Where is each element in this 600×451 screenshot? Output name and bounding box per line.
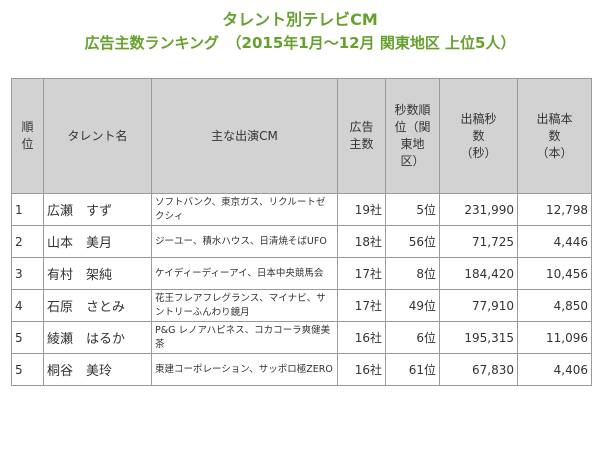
rank-cell: 2 xyxy=(11,225,44,258)
advertisers-cell: 19社 xyxy=(337,193,386,226)
seconds-rank-cell: 61位 xyxy=(385,353,440,386)
advertisers-cell: 16社 xyxy=(337,353,386,386)
talent-cell: 広瀬 すず xyxy=(43,193,152,226)
count-cell: 12,798 xyxy=(517,193,592,226)
table-subtitle: 広告主数ランキング （2015年1月〜12月 関東地区 上位5人） xyxy=(84,34,516,52)
advertisers-cell: 17社 xyxy=(337,289,386,322)
talent-cell: 桐谷 美玲 xyxy=(43,353,152,386)
cm-cell: 東建コーポレーション、サッポロ極ZERO xyxy=(151,353,338,386)
header-count: 出稿本数（本） xyxy=(517,78,592,194)
header-seconds: 出稿秒数（秒） xyxy=(439,78,518,194)
talent-cell: 山本 美月 xyxy=(43,225,152,258)
rank-cell: 4 xyxy=(11,289,44,322)
rank-cell: 5 xyxy=(11,321,44,354)
seconds-rank-cell: 8位 xyxy=(385,257,440,290)
table-row: 2 山本 美月 ジーユー、積水ハウス、日清焼そばUFO 18社 56位 71,7… xyxy=(11,225,592,258)
advertisers-cell: 16社 xyxy=(337,321,386,354)
header-talent: タレント名 xyxy=(43,78,152,194)
seconds-rank-cell: 5位 xyxy=(385,193,440,226)
rank-cell: 1 xyxy=(11,193,44,226)
header-advertisers: 広告主数 xyxy=(337,78,386,194)
seconds-rank-cell: 49位 xyxy=(385,289,440,322)
rank-cell: 3 xyxy=(11,257,44,290)
seconds-rank-cell: 6位 xyxy=(385,321,440,354)
advertisers-cell: 17社 xyxy=(337,257,386,290)
seconds-cell: 71,725 xyxy=(439,225,518,258)
table-row: 1 広瀬 すず ソフトバンク、東京ガス、リクルートゼクシィ 19社 5位 231… xyxy=(11,193,592,226)
table-row: 3 有村 架純 ケイディーディーアイ、日本中央競馬会 17社 8位 184,42… xyxy=(11,257,592,290)
seconds-cell: 67,830 xyxy=(439,353,518,386)
rank-cell: 5 xyxy=(11,353,44,386)
seconds-cell: 77,910 xyxy=(439,289,518,322)
seconds-cell: 195,315 xyxy=(439,321,518,354)
table-row: 5 桐谷 美玲 東建コーポレーション、サッポロ極ZERO 16社 61位 67,… xyxy=(11,353,592,386)
advertisers-cell: 18社 xyxy=(337,225,386,258)
table-row: 4 石原 さとみ 花王フレアフレグランス、マイナビ、サントリーふんわり鏡月 17… xyxy=(11,289,592,322)
header-rank: 順位 xyxy=(11,78,44,194)
cm-cell: ソフトバンク、東京ガス、リクルートゼクシィ xyxy=(151,193,338,226)
talent-cell: 有村 架純 xyxy=(43,257,152,290)
table-row: 5 綾瀬 はるか P&G レノアハピネス、コカコーラ爽健美茶 16社 6位 19… xyxy=(11,321,592,354)
table-title: タレント別テレビCM xyxy=(222,10,378,29)
talent-cell: 石原 さとみ xyxy=(43,289,152,322)
cm-cell: P&G レノアハピネス、コカコーラ爽健美茶 xyxy=(151,321,338,354)
ranking-table: 順位 タレント名 主な出演CM 広告主数 秒数順位（関東地区） 出稿秒数（秒） … xyxy=(11,78,592,386)
seconds-rank-cell: 56位 xyxy=(385,225,440,258)
header-cm: 主な出演CM xyxy=(151,78,338,194)
seconds-cell: 184,420 xyxy=(439,257,518,290)
count-cell: 4,850 xyxy=(517,289,592,322)
cm-cell: ケイディーディーアイ、日本中央競馬会 xyxy=(151,257,338,290)
seconds-cell: 231,990 xyxy=(439,193,518,226)
cm-cell: ジーユー、積水ハウス、日清焼そばUFO xyxy=(151,225,338,258)
cm-cell: 花王フレアフレグランス、マイナビ、サントリーふんわり鏡月 xyxy=(151,289,338,322)
count-cell: 4,446 xyxy=(517,225,592,258)
count-cell: 11,096 xyxy=(517,321,592,354)
header-seconds-rank: 秒数順位（関東地区） xyxy=(385,78,440,194)
count-cell: 10,456 xyxy=(517,257,592,290)
talent-cell: 綾瀬 はるか xyxy=(43,321,152,354)
header-row: 順位 タレント名 主な出演CM 広告主数 秒数順位（関東地区） 出稿秒数（秒） … xyxy=(11,78,592,194)
count-cell: 4,406 xyxy=(517,353,592,386)
